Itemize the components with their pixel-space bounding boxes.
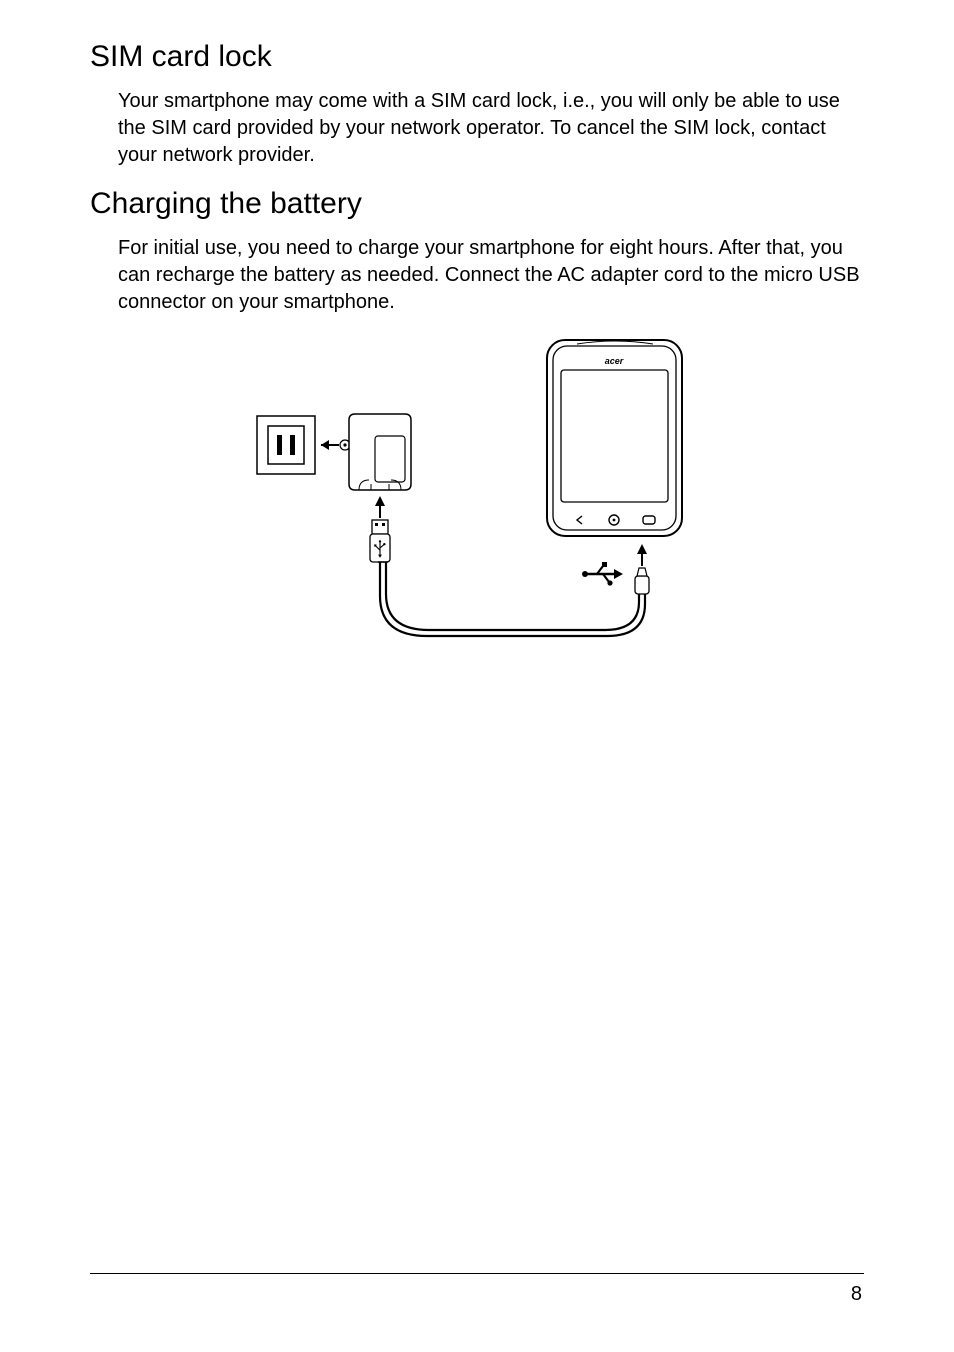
usb-a-plug-icon	[370, 520, 390, 562]
manual-page: SIM card lock Your smartphone may come w…	[0, 0, 954, 1352]
charging-diagram: acer	[90, 336, 864, 666]
heading-charging-battery: Charging the battery	[90, 187, 864, 221]
arrow-left-icon	[321, 440, 339, 450]
body-charging-battery: For initial use, you need to charge your…	[90, 235, 864, 316]
usb-icon	[582, 562, 623, 586]
arrow-up-phone-icon	[637, 544, 647, 566]
ac-adapter-icon	[349, 414, 411, 490]
micro-usb-plug-icon	[635, 568, 649, 594]
footer-rule	[90, 1273, 864, 1274]
arrow-up-adapter-icon	[375, 496, 385, 518]
usb-cable-side-icon	[386, 562, 639, 630]
wall-outlet-icon	[257, 416, 315, 474]
heading-sim-card-lock: SIM card lock	[90, 40, 864, 74]
home-dot-icon	[613, 519, 616, 522]
body-sim-card-lock: Your smartphone may come with a SIM card…	[90, 88, 864, 169]
phone-screen	[561, 370, 668, 502]
phone-brand-label: acer	[605, 356, 624, 366]
plug-tip-dot	[343, 443, 346, 446]
charging-diagram-svg: acer	[247, 336, 707, 666]
page-number: 8	[851, 1283, 862, 1306]
smartphone-icon: acer	[547, 340, 682, 536]
